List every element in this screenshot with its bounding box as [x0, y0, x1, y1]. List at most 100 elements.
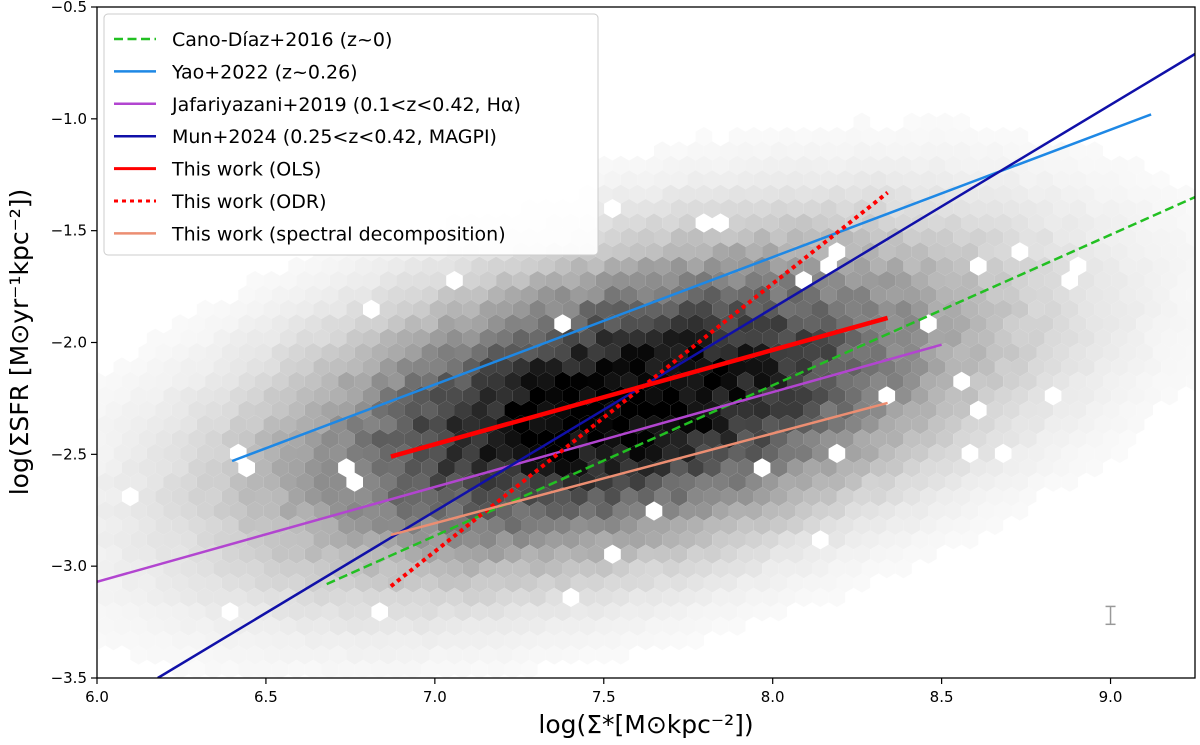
hexbin-cell — [562, 616, 580, 636]
hexbin-cell — [562, 559, 580, 579]
hexbin-cell — [479, 271, 497, 291]
hexbin-cell — [945, 415, 962, 435]
hexbin-cell — [1086, 400, 1103, 420]
hexbin-cell — [861, 530, 879, 550]
hexbin-cell — [1094, 443, 1112, 463]
hexbin-cell — [479, 559, 497, 579]
hexbin-cell — [836, 573, 854, 593]
hexbin-cell — [936, 371, 954, 391]
hexbin-cell — [787, 429, 804, 449]
hexbin-cell — [313, 472, 330, 492]
hexbin-cell — [304, 659, 322, 678]
hexbin-cell — [246, 587, 264, 607]
hexbin-cell — [388, 314, 405, 334]
hexbin-cell — [911, 386, 929, 406]
hexbin-cell — [1061, 472, 1078, 492]
hexbin-cell — [348, 674, 362, 678]
hexbin-cell — [861, 386, 879, 406]
hexbin-cell — [936, 400, 954, 420]
hexbin-cell — [1094, 357, 1112, 377]
hexbin-cell — [1169, 314, 1187, 334]
hexbin-cell — [454, 631, 472, 651]
hexbin-cell — [870, 429, 887, 449]
hexbin-cell — [1028, 271, 1045, 291]
hexbin-cell — [770, 227, 787, 247]
hexbin-cell — [654, 573, 671, 593]
hexbin-cell — [870, 544, 887, 564]
hexbin-cell — [1169, 227, 1187, 247]
hexbin-cell — [354, 659, 372, 678]
hexbin-cell — [762, 213, 779, 233]
hexbin-cell — [986, 285, 1004, 305]
hexbin-cell — [753, 573, 771, 593]
hexbin-cell — [1136, 256, 1153, 276]
x-tick-label: 6.0 — [85, 688, 109, 706]
hexbin-cell — [662, 271, 679, 291]
hexbin-cell — [404, 573, 422, 593]
hexbin-cell — [205, 429, 222, 449]
hexbin-cell — [703, 314, 721, 334]
hexbin-cell — [861, 127, 879, 147]
hexbin-cell — [1169, 256, 1187, 276]
hexbin-cell — [1103, 256, 1120, 276]
hexbin-cell — [679, 616, 696, 636]
hexbin-cell — [146, 616, 164, 636]
hexbin-cell — [695, 127, 713, 147]
hexbin-cell — [113, 501, 131, 521]
hexbin-cell — [1119, 429, 1137, 449]
hexbin-cell — [812, 213, 829, 233]
hexbin-cell — [1186, 256, 1195, 276]
hexbin-cell — [255, 429, 272, 449]
hexbin-cell — [271, 285, 289, 305]
hexbin-cell — [304, 544, 322, 564]
hexbin-cell — [861, 184, 879, 204]
hexbin-cell — [795, 559, 812, 579]
hexbin-cell — [471, 573, 488, 593]
hexbin-cell — [936, 515, 954, 535]
hexbin-cell — [437, 573, 455, 593]
hexbin-cell — [205, 314, 222, 334]
hexbin-cell — [595, 645, 613, 665]
hexbin-cell — [537, 314, 555, 334]
hexbin-cell — [920, 515, 937, 535]
hexbin-cell — [845, 328, 862, 348]
hexbin-cell — [288, 458, 305, 478]
hexbin-cell — [820, 170, 837, 190]
hexbin-cell — [853, 285, 871, 305]
hexbin-cell — [429, 386, 447, 406]
hexbin-cell — [537, 371, 555, 391]
hexbin-cell — [820, 199, 837, 219]
hexbin-cell — [870, 285, 887, 305]
hexbin-cell — [1103, 400, 1120, 420]
hexbin-cell — [920, 256, 937, 276]
hexbin-cell — [196, 472, 214, 492]
hexbin-cell — [554, 256, 571, 276]
hexbin-cell — [471, 487, 488, 507]
hexbin-cell — [745, 443, 763, 463]
hexbin-cell — [188, 429, 206, 449]
hexbin-cell — [645, 587, 663, 607]
hexbin-cell — [695, 443, 713, 463]
hexbin-cell — [421, 659, 438, 678]
hexbin-cell — [263, 299, 280, 319]
hexbin-cell — [886, 458, 904, 478]
hexbin-cell — [213, 415, 230, 435]
hexbin-cell — [554, 602, 571, 622]
hexbin-cell — [570, 371, 588, 391]
hexbin-cell — [645, 328, 663, 348]
hexbin-cell — [670, 170, 688, 190]
hexbin-cell — [271, 573, 289, 593]
hexbin-cell — [778, 386, 796, 406]
hexbin-cell — [978, 299, 995, 319]
hexbin-cell — [986, 256, 1004, 276]
hexbin-cell — [753, 515, 771, 535]
hexbin-cell — [928, 530, 945, 550]
hexbin-cell — [587, 285, 605, 305]
hexbin-cell — [720, 487, 738, 507]
hexbin-cell — [479, 386, 497, 406]
hexbin-cell — [537, 343, 555, 363]
hexbin-cell — [113, 443, 131, 463]
hexbin-cell — [720, 343, 738, 363]
hexbin-cell — [953, 256, 970, 276]
hexbin-cell — [845, 501, 862, 521]
